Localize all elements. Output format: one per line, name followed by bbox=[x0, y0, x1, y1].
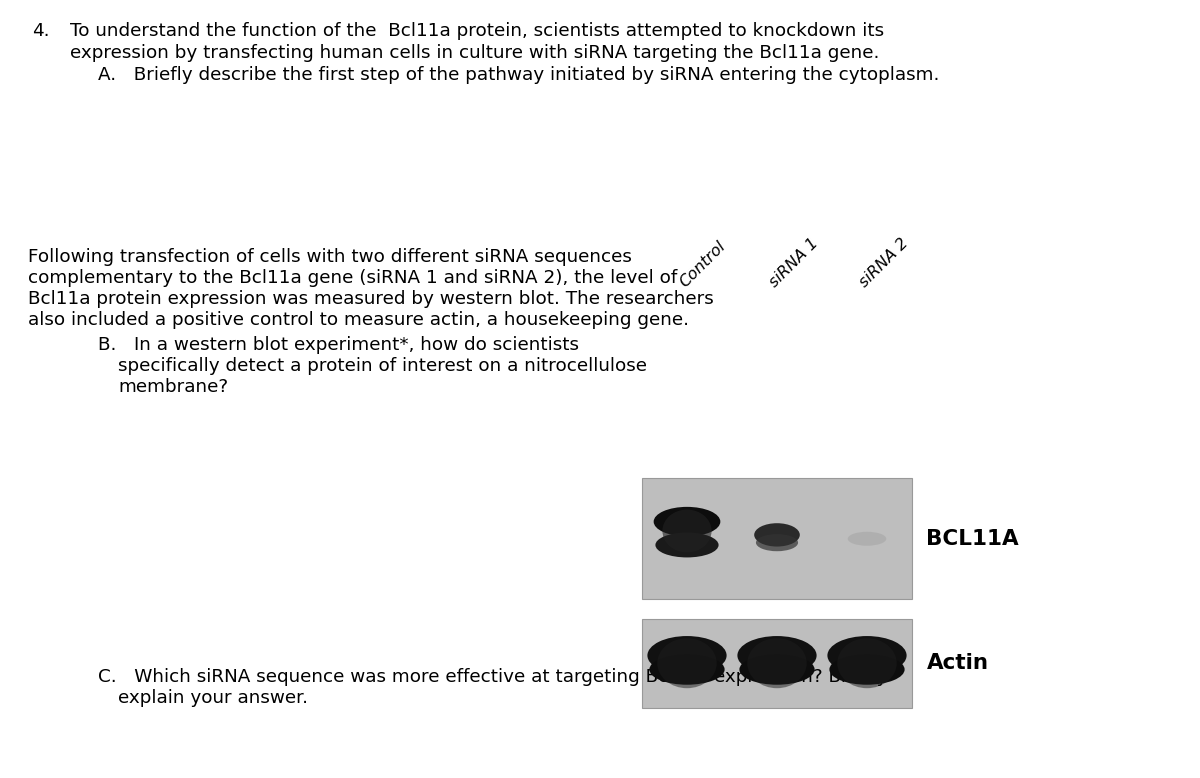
Ellipse shape bbox=[838, 638, 896, 689]
Text: membrane?: membrane? bbox=[118, 378, 228, 396]
Ellipse shape bbox=[828, 636, 907, 675]
Text: expression by transfecting human cells in culture with siRNA targeting the Bcl11: expression by transfecting human cells i… bbox=[70, 44, 880, 62]
Ellipse shape bbox=[829, 654, 905, 685]
Text: To understand the function of the  Bcl11a protein, scientists attempted to knock: To understand the function of the Bcl11a… bbox=[70, 22, 884, 40]
Text: Actin: Actin bbox=[926, 654, 989, 673]
Text: C.   Which siRNA sequence was more effective at targeting Bcl11a expression? Bri: C. Which siRNA sequence was more effecti… bbox=[98, 668, 887, 686]
Text: siRNA 2: siRNA 2 bbox=[857, 236, 911, 290]
Ellipse shape bbox=[649, 654, 725, 685]
Text: also included a positive control to measure actin, a housekeeping gene.: also included a positive control to meas… bbox=[28, 311, 689, 329]
Ellipse shape bbox=[658, 638, 716, 689]
Text: BCL11A: BCL11A bbox=[926, 529, 1019, 548]
Ellipse shape bbox=[662, 510, 712, 552]
Ellipse shape bbox=[737, 636, 817, 675]
Ellipse shape bbox=[754, 524, 800, 546]
Ellipse shape bbox=[847, 532, 887, 546]
Text: A.   Briefly describe the first step of the pathway initiated by siRNA entering : A. Briefly describe the first step of th… bbox=[98, 66, 940, 84]
Ellipse shape bbox=[756, 534, 798, 551]
Ellipse shape bbox=[748, 638, 806, 689]
Text: Bcl11a protein expression was measured by western blot. The researchers: Bcl11a protein expression was measured b… bbox=[28, 290, 714, 308]
Text: complementary to the Bcl11a gene (siRNA 1 and siRNA 2), the level of: complementary to the Bcl11a gene (siRNA … bbox=[28, 269, 677, 287]
Bar bbox=[642, 478, 912, 599]
Text: Following transfection of cells with two different siRNA sequences: Following transfection of cells with two… bbox=[28, 248, 632, 266]
Text: B.   In a western blot experiment*, how do scientists: B. In a western blot experiment*, how do… bbox=[98, 336, 580, 354]
Text: explain your answer.: explain your answer. bbox=[118, 689, 308, 707]
Text: 4.: 4. bbox=[32, 22, 49, 40]
Text: Control: Control bbox=[677, 238, 728, 290]
Ellipse shape bbox=[648, 636, 727, 675]
Text: siRNA 1: siRNA 1 bbox=[767, 236, 821, 290]
Text: specifically detect a protein of interest on a nitrocellulose: specifically detect a protein of interes… bbox=[118, 357, 647, 375]
Bar bbox=[642, 619, 912, 708]
Ellipse shape bbox=[739, 654, 815, 685]
Ellipse shape bbox=[654, 507, 720, 537]
Ellipse shape bbox=[655, 532, 719, 557]
